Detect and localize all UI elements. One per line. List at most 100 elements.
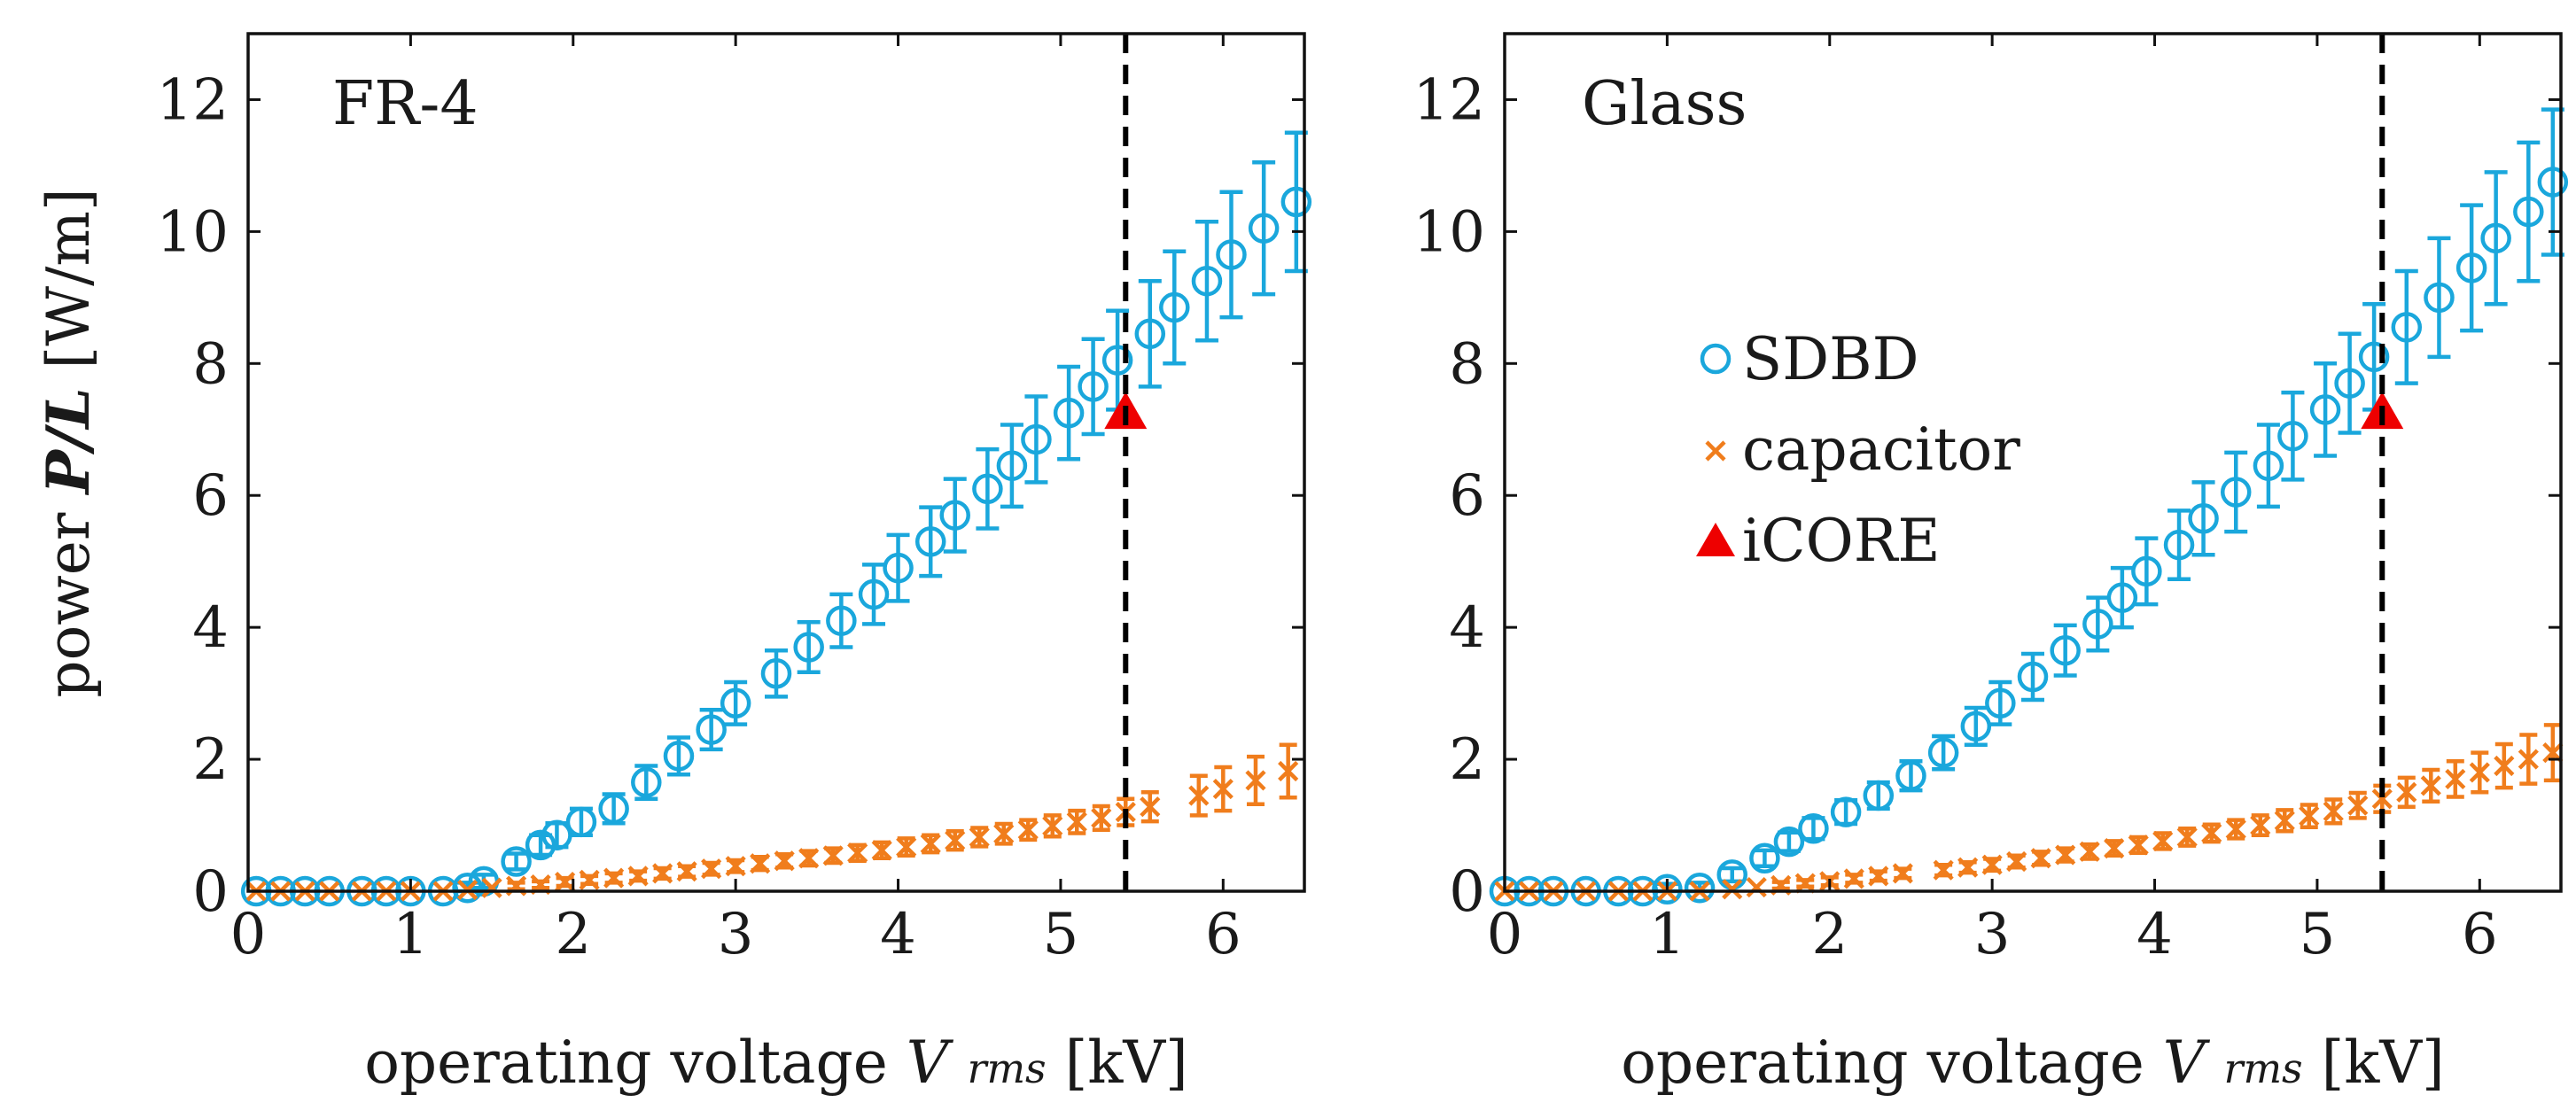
data-point-circle xyxy=(826,605,857,636)
data-point-cross xyxy=(2420,775,2441,796)
legend-entry-capacitor: capacitor xyxy=(1705,415,2020,484)
data-point-cross xyxy=(2128,835,2149,856)
error-bar xyxy=(1195,219,1218,343)
data-point-circle xyxy=(2537,167,2569,198)
data-point-cross xyxy=(945,830,966,851)
data-point-cross xyxy=(627,866,649,887)
y-tick-label: 6 xyxy=(1449,463,1485,529)
x-tick-label: 0 xyxy=(230,902,267,967)
error-bar xyxy=(2086,595,2110,653)
error-bar xyxy=(2167,509,2191,582)
error-bar xyxy=(1163,249,1187,366)
data-point-cross xyxy=(2371,788,2393,810)
data-point-cross xyxy=(2079,841,2100,862)
data-point-circle xyxy=(2050,634,2081,666)
series-capacitor xyxy=(245,742,1299,902)
data-point-circle xyxy=(914,526,946,557)
data-point-cross xyxy=(1091,807,1112,828)
y-tick-label: 4 xyxy=(1449,595,1485,661)
y-tick-label: 10 xyxy=(157,199,229,265)
error-bar xyxy=(2517,140,2541,283)
legend-marker-triangle xyxy=(1696,523,1735,556)
data-point-circle xyxy=(1159,291,1190,323)
data-point-circle xyxy=(2106,582,2138,613)
data-point-circle xyxy=(2309,394,2341,425)
y-tick-label: 10 xyxy=(1413,199,1485,265)
x-axis-label-unit: [kV] xyxy=(2322,1029,2445,1097)
series-sdbd xyxy=(1489,107,2569,907)
error-bar xyxy=(2484,170,2508,307)
data-point-circle xyxy=(1134,318,1166,350)
x-axis-label-text: operating voltage xyxy=(364,1029,888,1097)
data-point-cross xyxy=(2518,749,2539,770)
data-point-circle xyxy=(858,578,890,610)
data-point-circle xyxy=(1773,826,1805,858)
error-bar xyxy=(862,563,886,626)
data-point-cross xyxy=(725,856,746,877)
legend-marker-circle xyxy=(1700,343,1732,375)
error-bar xyxy=(797,619,821,675)
data-point-circle xyxy=(541,819,572,850)
x-tick-label: 4 xyxy=(2136,902,2173,967)
x-axis-label-unit: [kV] xyxy=(1065,1029,1188,1097)
x-tick-label: 3 xyxy=(718,902,754,967)
data-point-cross xyxy=(2201,822,2222,844)
x-tick-label: 6 xyxy=(1205,902,1241,967)
y-tick-label: 2 xyxy=(1449,727,1485,793)
x-tick-label: 0 xyxy=(1487,902,1523,967)
series-capacitor xyxy=(1494,723,2564,902)
data-point-circle xyxy=(1716,859,1747,890)
data-point-circle xyxy=(1101,345,1133,376)
error-bar xyxy=(1252,159,1276,297)
legend: SDBD capacitor iCORE xyxy=(1696,325,2020,575)
y-tick-label: 12 xyxy=(1413,67,1485,133)
data-point-cross xyxy=(1245,770,1266,791)
data-point-cross xyxy=(579,869,600,890)
data-point-cross xyxy=(2469,762,2490,783)
data-point-circle xyxy=(598,793,629,825)
error-bar xyxy=(1219,190,1243,320)
error-bar xyxy=(2021,651,2044,703)
x-axis-label-sub: rms xyxy=(967,1044,1046,1092)
data-point-circle xyxy=(1652,873,1683,905)
error-bar xyxy=(2135,536,2159,607)
data-point-cross xyxy=(2176,827,2198,848)
data-point-cross xyxy=(676,861,697,882)
legend-label-capacitor: capacitor xyxy=(1742,415,2020,484)
error-bar xyxy=(1138,278,1162,389)
data-point-cross xyxy=(822,845,844,866)
panel-label: FR-4 xyxy=(332,69,479,139)
data-point-cross xyxy=(2250,814,2271,836)
data-point-cross xyxy=(2006,850,2027,873)
x-axis-label-sub: rms xyxy=(2223,1044,2302,1092)
data-point-circle xyxy=(2334,368,2365,399)
data-point-circle xyxy=(696,714,727,745)
y-tick-label: 0 xyxy=(192,859,229,925)
x-tick-label: 1 xyxy=(1649,902,1685,967)
error-bar xyxy=(1932,734,1956,772)
data-point-circle xyxy=(1863,780,1895,811)
error-bar xyxy=(2224,450,2248,534)
data-point-cross xyxy=(603,867,625,889)
y-axis-label: power P/L [W/m] xyxy=(34,188,103,697)
error-bar xyxy=(765,648,788,699)
error-bar xyxy=(1000,423,1023,509)
data-point-cross xyxy=(1066,811,1087,833)
plot-marks xyxy=(1489,34,2569,907)
legend-label-sdbd: SDBD xyxy=(1742,325,1919,393)
data-point-cross xyxy=(1794,873,1816,894)
data-point-circle xyxy=(2082,609,2113,640)
error-bar xyxy=(634,764,658,802)
error-bar xyxy=(2110,565,2134,630)
data-point-cross xyxy=(481,877,502,898)
legend-entry-sdbd: SDBD xyxy=(1700,325,1919,393)
data-point-cross xyxy=(555,871,576,893)
data-point-circle xyxy=(565,806,597,838)
data-point-circle xyxy=(972,473,1003,505)
error-bar xyxy=(943,477,967,554)
data-point-circle xyxy=(1960,710,1992,742)
x-tick-label: 5 xyxy=(1043,902,1079,967)
data-point-cross xyxy=(2323,801,2344,822)
data-point-circle xyxy=(2513,196,2544,228)
data-point-cross xyxy=(798,848,820,869)
